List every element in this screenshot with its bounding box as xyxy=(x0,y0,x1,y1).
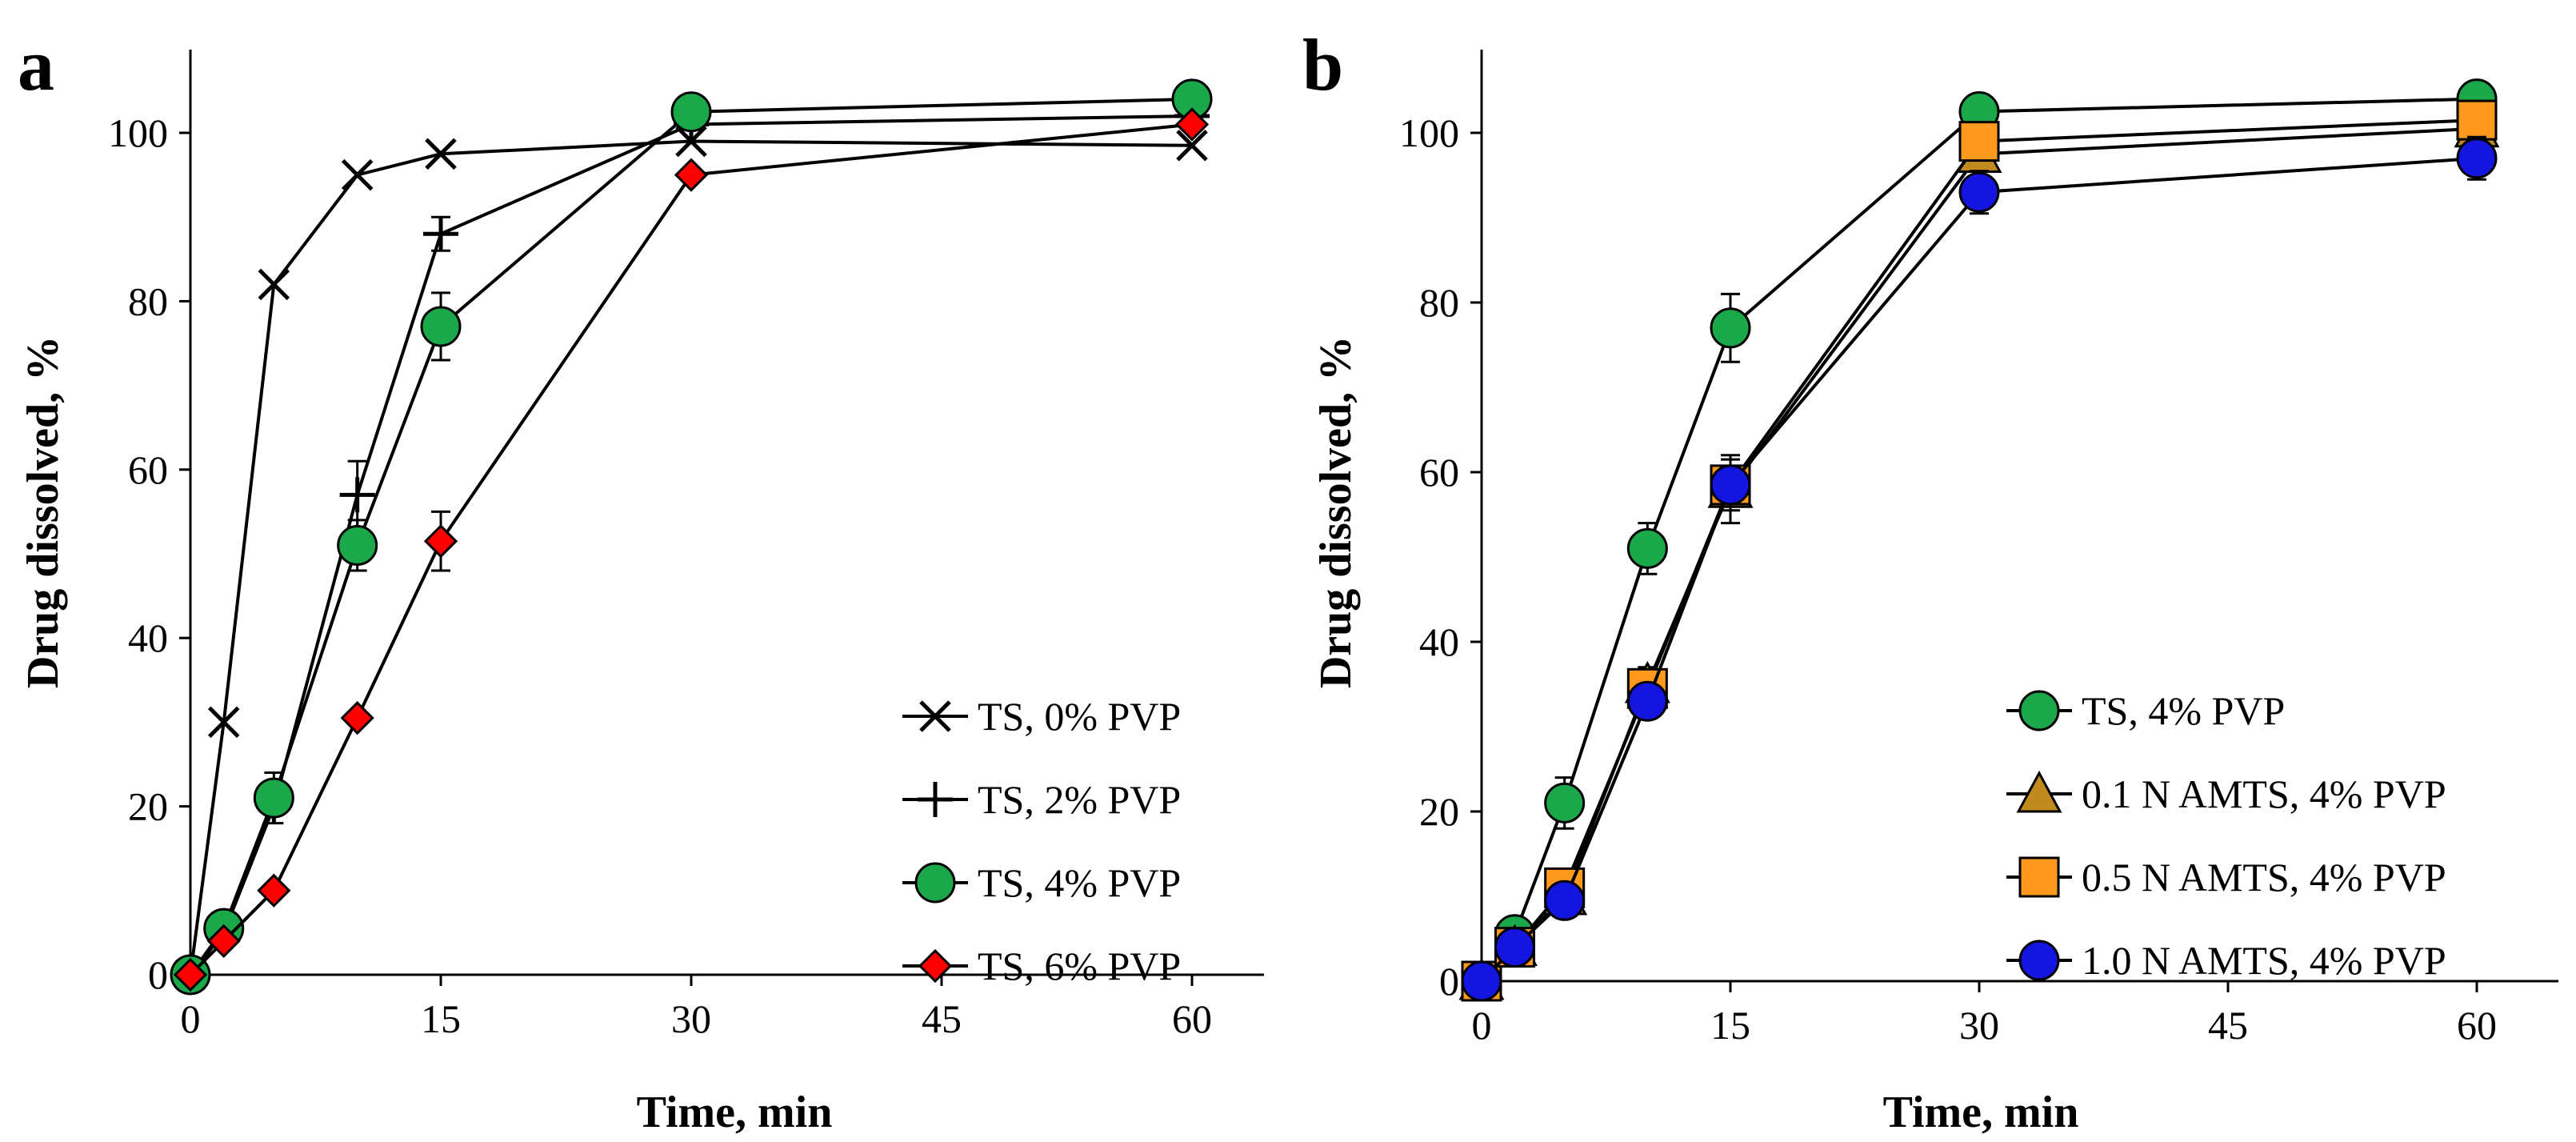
y-tick-label: 40 xyxy=(128,615,168,660)
x-tick-label: 45 xyxy=(922,996,962,1041)
y-tick-label: 0 xyxy=(148,952,168,997)
legend-item: TS, 4% PVP xyxy=(902,860,1181,905)
data-point xyxy=(1544,880,1586,921)
x-tick-label: 60 xyxy=(1172,996,1212,1041)
legend-item: TS, 0% PVP xyxy=(902,694,1181,739)
data-point xyxy=(670,91,712,133)
legend-item: 0.1 N AMTS, 4% PVP xyxy=(2006,770,2446,816)
y-tick-label: 80 xyxy=(1419,280,1459,325)
legend-label: 0.5 N AMTS, 4% PVP xyxy=(2082,855,2446,900)
legend-marker xyxy=(918,948,953,984)
data-point xyxy=(1544,782,1586,823)
series-1 xyxy=(1461,78,2498,1002)
data-point xyxy=(1626,680,1668,722)
data-point xyxy=(173,957,208,992)
data-point xyxy=(339,477,375,513)
data-point xyxy=(1176,130,1208,162)
y-tick-label: 20 xyxy=(128,784,168,829)
data-point xyxy=(1958,171,2000,213)
legend-label: 1.0 N AMTS, 4% PVP xyxy=(2082,938,2446,983)
legend: TS, 0% PVP TS, 2% PVP TS, 4% PVP TS, 6% PVP xyxy=(902,694,1181,988)
legend-marker xyxy=(2016,770,2062,813)
data-point xyxy=(1461,960,1502,1002)
x-tick-label: 15 xyxy=(1710,1003,1750,1048)
legend-label: TS, 0% PVP xyxy=(978,694,1181,739)
legend-marker xyxy=(2018,690,2060,731)
data-point xyxy=(341,158,374,191)
legend-marker xyxy=(919,700,951,732)
y-tick-label: 20 xyxy=(1419,789,1459,834)
data-point xyxy=(1174,107,1210,142)
series-4 xyxy=(1461,135,2498,1002)
x-tick-label: 45 xyxy=(2208,1003,2248,1048)
series-4 xyxy=(173,107,1210,992)
legend-marker xyxy=(2018,940,2060,981)
legend: TS, 4% PVP 0.1 N AMTS, 4% PVP 0.5 N AMTS, … xyxy=(2006,688,2446,983)
panel-b: b 0 20 40 60 80 100 0 15 30 45 60 Time, min Drug diss… xyxy=(1302,24,2558,1137)
y-tick-label: 40 xyxy=(1419,619,1459,664)
x-tick-label: 0 xyxy=(181,996,201,1041)
legend-label: TS, 2% PVP xyxy=(978,777,1181,822)
data-point xyxy=(207,706,240,739)
legend-marker xyxy=(2018,856,2060,898)
data-point xyxy=(425,138,457,170)
legend-label: TS, 4% PVP xyxy=(978,860,1181,905)
legend-item: 1.0 N AMTS, 4% PVP xyxy=(2006,938,2446,983)
legend-label: 0.1 N AMTS, 4% PVP xyxy=(2082,771,2446,816)
data-point xyxy=(257,873,291,908)
legend-label: TS, 6% PVP xyxy=(978,944,1181,988)
y-tick-label: 80 xyxy=(128,278,168,323)
legend-item: TS, 6% PVP xyxy=(902,944,1181,988)
legend-marker xyxy=(914,862,956,904)
y-tick-label: 0 xyxy=(1439,959,1459,1004)
y-tick-label: 60 xyxy=(128,447,168,492)
data-point xyxy=(420,306,462,347)
series-2 xyxy=(173,98,1210,992)
data-point xyxy=(340,701,374,735)
legend-item: 0.5 N AMTS, 4% PVP xyxy=(2006,855,2446,900)
y-axis-label: Drug dissolved, % xyxy=(18,336,68,688)
x-tick-label: 60 xyxy=(2457,1003,2497,1048)
y-tick-label: 100 xyxy=(1399,110,1459,155)
data-point xyxy=(253,777,294,819)
data-point xyxy=(1626,527,1668,569)
panel-a: a 0 20 40 60 80 100 0 15 30 45 60 Time, min Drug diss… xyxy=(18,24,1264,1137)
data-point xyxy=(2456,138,2498,179)
data-point xyxy=(2456,99,2498,141)
data-point xyxy=(206,924,241,959)
legend-item: TS, 2% PVP xyxy=(902,777,1181,822)
legend-marker xyxy=(918,782,953,817)
data-point xyxy=(674,158,709,192)
x-tick-label: 30 xyxy=(671,996,711,1041)
y-tick-label: 60 xyxy=(1419,450,1459,495)
y-tick-label: 100 xyxy=(108,110,168,155)
panel-label: b xyxy=(1302,24,1343,106)
legend-label: TS, 4% PVP xyxy=(2082,688,2285,733)
data-point xyxy=(1710,464,1751,506)
panel-label: a xyxy=(18,24,54,106)
x-tick-label: 30 xyxy=(1959,1003,1999,1048)
data-point xyxy=(423,216,458,252)
y-axis-label: Drug dissolved, % xyxy=(1311,336,1361,688)
x-axis-label: Time, min xyxy=(1883,1088,2079,1137)
legend-item: TS, 4% PVP xyxy=(2006,688,2285,733)
x-axis-label: Time, min xyxy=(637,1088,833,1137)
data-point xyxy=(337,524,378,566)
data-point xyxy=(423,524,458,559)
data-point xyxy=(1494,927,1535,968)
x-tick-label: 0 xyxy=(1472,1003,1492,1048)
data-point xyxy=(1958,121,2000,162)
data-point xyxy=(1710,307,1751,349)
x-tick-label: 15 xyxy=(421,996,461,1041)
data-point xyxy=(258,268,290,301)
